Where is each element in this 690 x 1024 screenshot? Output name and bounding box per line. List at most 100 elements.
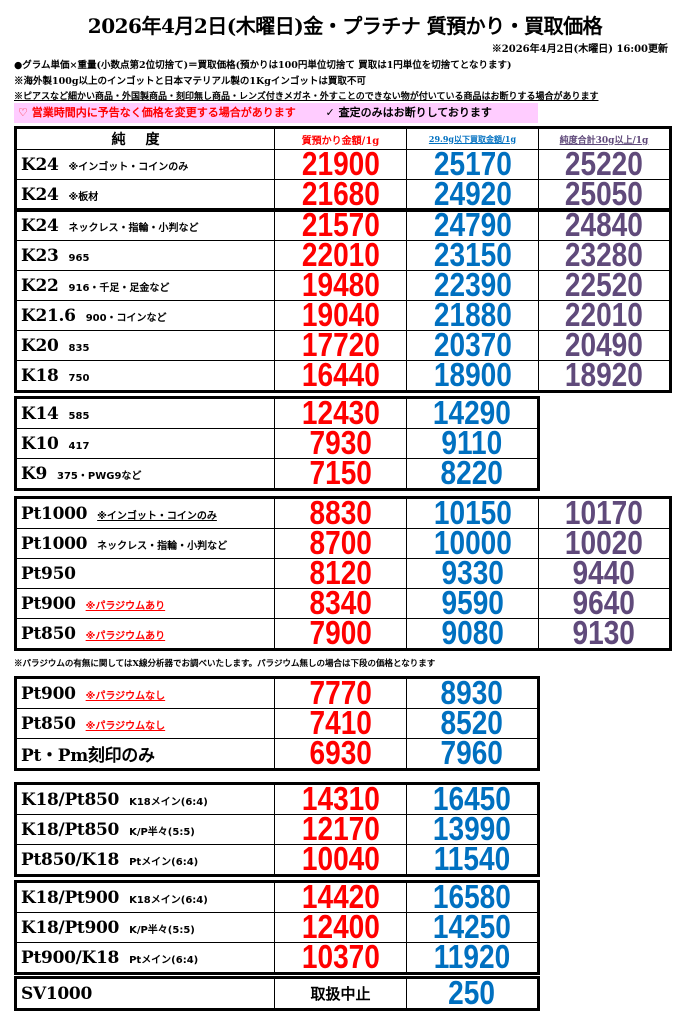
purity-cell: K24 ※板材 [15,179,275,211]
purity-note: K18メイン(6:4) [129,894,208,906]
appraisal-only-notice: ✓ 査定のみはお断りしております [325,106,492,119]
purity-cell: K23 965 [15,240,275,271]
price-table-section: Pt900 ※パラジウムなし 7770 8930 Pt850 ※パラジウムなし 7410 85… [14,676,540,771]
table-row: Pt850 ※パラジウムなし 7410 8520 [15,704,539,741]
pawn-price: 12400 [301,908,380,945]
purity-label: K24 [21,184,59,205]
table-row: K22 916・千足・足金など 19480 22390 22520 [15,266,671,303]
pawn-price: 6930 [309,734,372,771]
buy-price: 14290 [432,394,511,431]
price-cell: 10040 [274,842,407,876]
buy-price: 21880 [433,296,512,333]
price-cell: 18900 [406,356,539,393]
buy-price: 23150 [433,236,512,273]
purity-note: ※パラジウムなし [85,690,166,702]
purity-cell: K9 375・PWG9など [15,458,275,490]
price-cell: 9130 [538,616,671,650]
table-row: Pt・Pm刻印のみ 6930 7960 [15,734,539,771]
purity-cell: SV1000 [15,977,275,1010]
table-row: K24 ※インゴット・コインのみ 21900 25170 25220 [15,145,671,182]
price-cell: 23280 [538,236,671,273]
table-row: Pt900 ※パラジウムなし 7770 8930 [15,674,539,711]
bulk-price: 22010 [564,296,643,333]
purity-note: ※パラジウムあり [85,630,166,642]
purity-note: ネックレス・指輪・小判など [68,222,199,234]
purity-cell: K18/Pt900 K/P半々(5:5) [15,912,275,943]
column-header: 純度 [15,127,275,150]
buy-price: 8930 [440,674,504,711]
bulk-price: 23280 [564,236,643,273]
buy-price: 18900 [433,356,512,393]
table-row: Pt1000 ※インゴット・コインのみ 8830 10150 10170 [15,494,671,531]
price-cell: 7960 [406,734,539,771]
page-title: 2026年4月2日(木曜日)金・プラチナ 質預かり・買取価格 [87,14,603,38]
purity-label: Pt1000 [21,533,88,554]
buy-price: 22390 [433,266,512,303]
pawn-price: 17720 [301,326,380,363]
purity-cell: Pt850 ※パラジウムあり [15,618,275,650]
price-cell: 250 [406,976,539,1010]
purity-cell: K18/Pt900 K18メイン(6:4) [15,881,275,913]
purity-label: K20 [21,335,59,356]
purity-cell: Pt850/K18 Ptメイン(6:4) [15,844,275,876]
table-row: SV1000 取扱中止 250 [15,976,539,1010]
price-cell: 19480 [274,266,407,303]
pawn-price: 21900 [301,145,380,182]
price-cell: 24790 [406,208,539,241]
buy-price: 11540 [433,840,511,877]
purity-cell: K18/Pt850 K/P半々(5:5) [15,814,275,845]
purity-label: SV1000 [21,983,92,1004]
price-table-section: K18/Pt900 K18メイン(6:4) 14420 16580 K18/Pt900 K… [14,880,540,975]
buy-price: 9110 [441,424,503,461]
price-cell: 24840 [538,208,671,241]
price-cell: 8520 [406,704,539,741]
purity-label: Pt900 [21,593,76,614]
price-cell: 8340 [274,586,407,619]
purity-cell: K24 ※インゴット・コインのみ [15,149,275,180]
price-cell: 20370 [406,328,539,361]
purity-label: K10 [21,433,59,454]
buy-price: 8520 [440,704,504,741]
buy-price: 10150 [433,494,512,531]
notice-banner: ♡ 営業時間内に予告なく価格を変更する場合があります ✓ 査定のみはお断りしてお… [14,103,538,123]
pawn-price: 7410 [309,704,372,741]
table-row: K23 965 22010 23150 23280 [15,236,671,273]
price-cell: 11540 [406,840,539,877]
price-cell: 8700 [274,526,407,559]
purity-note: ※インゴット・コインのみ [97,510,217,522]
table-row: Pt850 ※パラジウムあり 7900 9080 9130 [15,616,671,650]
price-cell: 12400 [274,908,407,945]
price-cell: 12430 [274,396,407,429]
buy-price: 7960 [440,734,504,771]
buy-price: 16580 [432,878,511,915]
pawn-price: 7930 [309,424,372,461]
price-cell: 25220 [538,147,671,180]
purity-cell: K22 916・千足・足金など [15,270,275,301]
purity-note: 417 [68,440,90,452]
bulk-price: 25050 [564,175,643,212]
price-table-section: SV1000 取扱中止 250 [14,976,540,1011]
price-cell: 18920 [538,358,671,392]
price-cell: 22010 [274,238,407,271]
purity-label: Pt1000 [21,503,88,524]
price-table-section: Pt1000 ※インゴット・コインのみ 8830 10150 10170 Pt1000 ネッ… [14,496,672,651]
purity-note: 916・千足・足金など [68,282,170,294]
buy-price: 14250 [432,908,511,945]
price-cell: 8220 [406,456,539,490]
price-cell: 16440 [274,358,407,392]
price-cell: 9080 [406,616,539,650]
pawn-price: 12170 [301,810,380,847]
price-cell: 6930 [274,734,407,771]
purity-note: K18メイン(6:4) [129,796,208,808]
bulk-price: 20490 [564,326,643,363]
price-cell: 8930 [406,674,539,711]
purity-label: K18 [21,365,59,386]
purity-label: K22 [21,275,59,296]
ingot-note: ※海外製100g以上のインゴットと日本マテリアル製の1Kgインゴットは買取不可 [14,76,366,87]
pawn-price: 21570 [301,206,380,243]
purity-note: 965 [68,252,90,264]
price-cell: 9590 [406,586,539,619]
purity-label: K21.6 [21,305,76,326]
purity-label: K18/Pt900 [21,887,120,908]
pawn-price: 19480 [301,266,380,303]
